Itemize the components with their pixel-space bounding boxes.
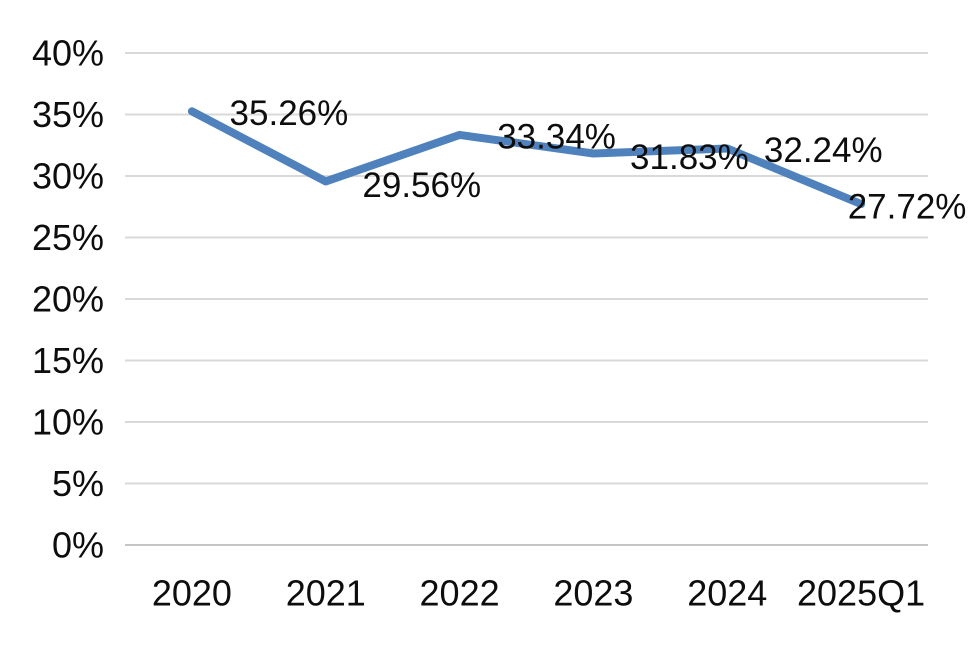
- x-axis-category-label: 2023: [553, 573, 633, 614]
- trend-line: [187, 107, 866, 209]
- y-axis-tick-label: 0%: [52, 525, 104, 566]
- data-point-label: 31.83%: [630, 138, 749, 177]
- data-point-label: 29.56%: [362, 166, 481, 205]
- x-axis-category-label: 2024: [687, 573, 767, 614]
- y-axis-tick-label: 10%: [32, 402, 104, 443]
- data-point-label: 35.26%: [230, 94, 349, 133]
- data-point-label: 27.72%: [848, 188, 967, 227]
- data-point-label: 32.24%: [764, 131, 883, 170]
- x-axis-category-label: 2025Q1: [797, 573, 925, 614]
- y-axis-tick-label: 35%: [32, 94, 104, 135]
- y-axis-tick-label: 5%: [52, 463, 104, 504]
- x-axis-category-label: 2022: [420, 573, 500, 614]
- y-axis-tick-label: 30%: [32, 156, 104, 197]
- y-axis-tick-label: 20%: [32, 279, 104, 320]
- x-axis-category-label: 2020: [152, 573, 232, 614]
- y-axis-tick-label: 25%: [32, 217, 104, 258]
- x-axis-category-label: 2021: [286, 573, 366, 614]
- y-axis-tick-label: 15%: [32, 340, 104, 381]
- y-axis-tick-label: 40%: [32, 33, 104, 74]
- data-point-label: 33.34%: [497, 117, 616, 156]
